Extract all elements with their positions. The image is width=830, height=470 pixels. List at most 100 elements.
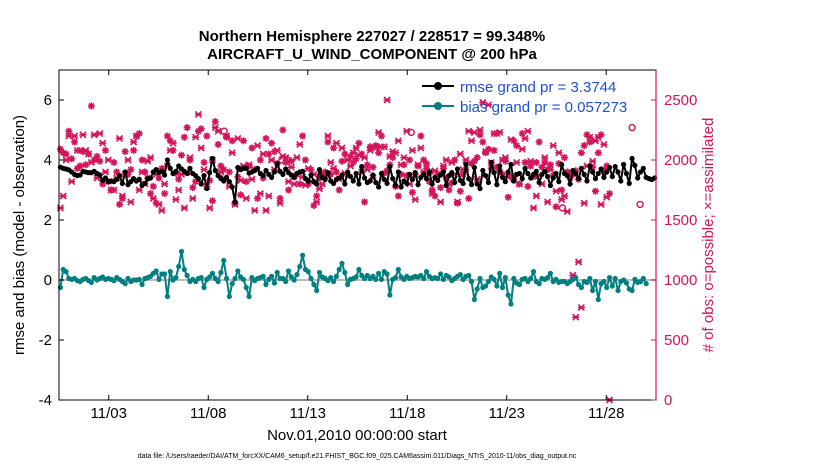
obs-assimilated-marker [549, 142, 557, 150]
obs-possible-marker [335, 186, 343, 194]
obs-assimilated-marker [138, 168, 146, 176]
rmse-point [559, 161, 565, 168]
y-right-tick-label: 1500 [664, 212, 697, 229]
bias-point [345, 281, 351, 288]
obs-possible-marker [456, 187, 464, 195]
obs-possible-marker [279, 126, 287, 134]
x-axis-label: Nov.01,2010 00:00:00 start [267, 427, 448, 444]
rmse-point [415, 182, 421, 188]
rmse-point [195, 176, 201, 182]
obs-possible-marker [237, 191, 245, 199]
obs-possible-marker [422, 160, 430, 168]
bias-point [516, 281, 523, 288]
bias-point [421, 275, 427, 282]
obs-possible-marker [163, 132, 171, 140]
rmse-point [232, 199, 238, 205]
rmse-point [243, 165, 249, 171]
obs-possible-marker [208, 197, 216, 205]
obs-possible-marker [465, 194, 473, 202]
obs-assimilated-marker [527, 157, 535, 165]
obs-possible-marker [560, 154, 568, 162]
bias-point [311, 281, 317, 288]
obs-assimilated-marker [363, 166, 371, 174]
obs-possible-marker [479, 138, 487, 146]
obs-assimilated-marker [372, 144, 380, 152]
obs-possible-marker [442, 174, 450, 182]
rmse-point [556, 179, 562, 185]
rmse-point [435, 177, 441, 183]
rmse-point [505, 169, 511, 175]
rmse-point [187, 165, 193, 171]
rmse-point [308, 172, 314, 178]
obs-possible-marker [338, 157, 346, 165]
bias-point [615, 287, 621, 294]
obs-possible-marker [355, 139, 363, 147]
y-right-tick-label: 2500 [664, 92, 697, 109]
rmse-point [119, 180, 125, 186]
obs-assimilated-marker [476, 126, 484, 134]
obs-assimilated-marker [127, 198, 135, 206]
rmse-point [378, 170, 385, 177]
y-right-tick-label: 0 [664, 392, 672, 409]
bias-point [544, 275, 551, 281]
rmse-point [147, 175, 154, 181]
rmse-point [567, 181, 573, 187]
x-tick-label: 11/18 [389, 405, 425, 422]
bias-point [184, 272, 190, 279]
bias-point [643, 281, 649, 287]
obs-possible-marker [121, 148, 129, 156]
rmse-point [460, 180, 466, 186]
rmse-point [387, 164, 393, 170]
rmse-point [207, 170, 213, 176]
rmse-point [550, 175, 556, 181]
bias-point [491, 276, 497, 282]
bias-point [240, 276, 247, 282]
obs-assimilated-marker [242, 194, 250, 202]
rmse-point [184, 170, 190, 177]
rmse-point [423, 176, 430, 182]
rmse-point [390, 176, 396, 182]
rmse-point [575, 176, 582, 182]
rmse-point [359, 164, 365, 170]
obs-possible-marker [76, 162, 84, 170]
rmse-point [621, 161, 627, 168]
obs-possible-circle [628, 123, 636, 132]
rmse-point [173, 168, 179, 174]
obs-assimilated-marker [462, 156, 470, 164]
obs-possible-marker [138, 156, 146, 164]
rmse-point [578, 165, 584, 171]
obs-assimilated-marker [200, 166, 208, 174]
obs-assimilated-marker [293, 154, 301, 162]
bias-point [305, 269, 311, 275]
obs-possible-circle [220, 127, 228, 135]
obs-assimilated-marker [541, 154, 549, 162]
rmse-point [412, 170, 418, 176]
bias-point [528, 275, 534, 282]
obs-possible-marker [200, 158, 208, 166]
rmse-point [468, 182, 475, 188]
bias-point [606, 275, 613, 281]
rmse-point [499, 174, 506, 180]
obs-assimilated-marker [332, 139, 340, 147]
rmse-point [440, 169, 446, 175]
rmse-point [280, 171, 286, 177]
obs-possible-marker [245, 162, 253, 170]
obs-assimilated-marker [315, 185, 324, 193]
rmse-point [159, 168, 165, 174]
rmse-point [299, 168, 306, 174]
rmse-point [542, 168, 548, 174]
legend-bias-label: bias grand pr = 0.057273 [460, 99, 627, 116]
bias-point [207, 274, 213, 280]
obs-assimilated-marker [507, 136, 515, 144]
obs-possible-circle [558, 204, 567, 212]
obs-assimilated-marker [555, 149, 563, 157]
rmse-point [581, 171, 587, 177]
obs-assimilated-marker [132, 132, 141, 140]
obs-possible-marker [510, 137, 518, 145]
obs-possible-marker [490, 146, 498, 154]
obs-possible-marker [70, 138, 78, 146]
bias-point [229, 281, 235, 287]
rmse-point [454, 166, 461, 172]
obs-assimilated-marker [589, 157, 597, 165]
obs-possible-marker [437, 184, 445, 192]
